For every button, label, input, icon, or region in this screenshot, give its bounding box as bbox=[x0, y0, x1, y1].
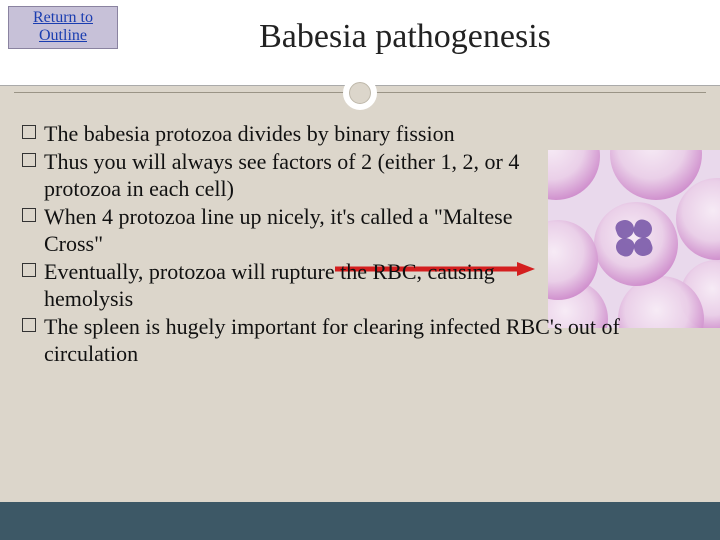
page-title: Babesia pathogenesis bbox=[150, 18, 660, 56]
bullet-item: Thus you will always see factors of 2 (e… bbox=[22, 148, 532, 203]
checkbox-icon bbox=[22, 153, 36, 167]
return-to-outline-button[interactable]: Return to Outline bbox=[8, 6, 118, 49]
checkbox-icon bbox=[22, 263, 36, 277]
header: Return to Outline Babesia pathogenesis bbox=[0, 0, 720, 86]
return-label-line2: Outline bbox=[39, 27, 87, 44]
bullet-text: The babesia protozoa divides by binary f… bbox=[44, 121, 455, 146]
content-body: The babesia protozoa divides by binary f… bbox=[22, 120, 698, 368]
slide: Return to Outline Babesia pathogenesis T… bbox=[0, 0, 720, 540]
bullet-item: Eventually, protozoa will rupture the RB… bbox=[22, 258, 532, 313]
return-label-line1: Return to bbox=[33, 9, 93, 26]
circle-decoration bbox=[343, 76, 377, 110]
checkbox-icon bbox=[22, 208, 36, 222]
bullet-item: When 4 protozoa line up nicely, it's cal… bbox=[22, 203, 532, 258]
bullet-text: When 4 protozoa line up nicely, it's cal… bbox=[44, 204, 512, 257]
bullet-text: Thus you will always see factors of 2 (e… bbox=[44, 149, 519, 202]
checkbox-icon bbox=[22, 318, 36, 332]
bullet-text: The spleen is hugely important for clear… bbox=[44, 314, 620, 367]
checkbox-icon bbox=[22, 125, 36, 139]
footer-bar bbox=[0, 502, 720, 540]
bullet-item: The spleen is hugely important for clear… bbox=[22, 313, 698, 368]
bullet-text: Eventually, protozoa will rupture the RB… bbox=[44, 259, 495, 312]
bullet-item: The babesia protozoa divides by binary f… bbox=[22, 120, 698, 148]
